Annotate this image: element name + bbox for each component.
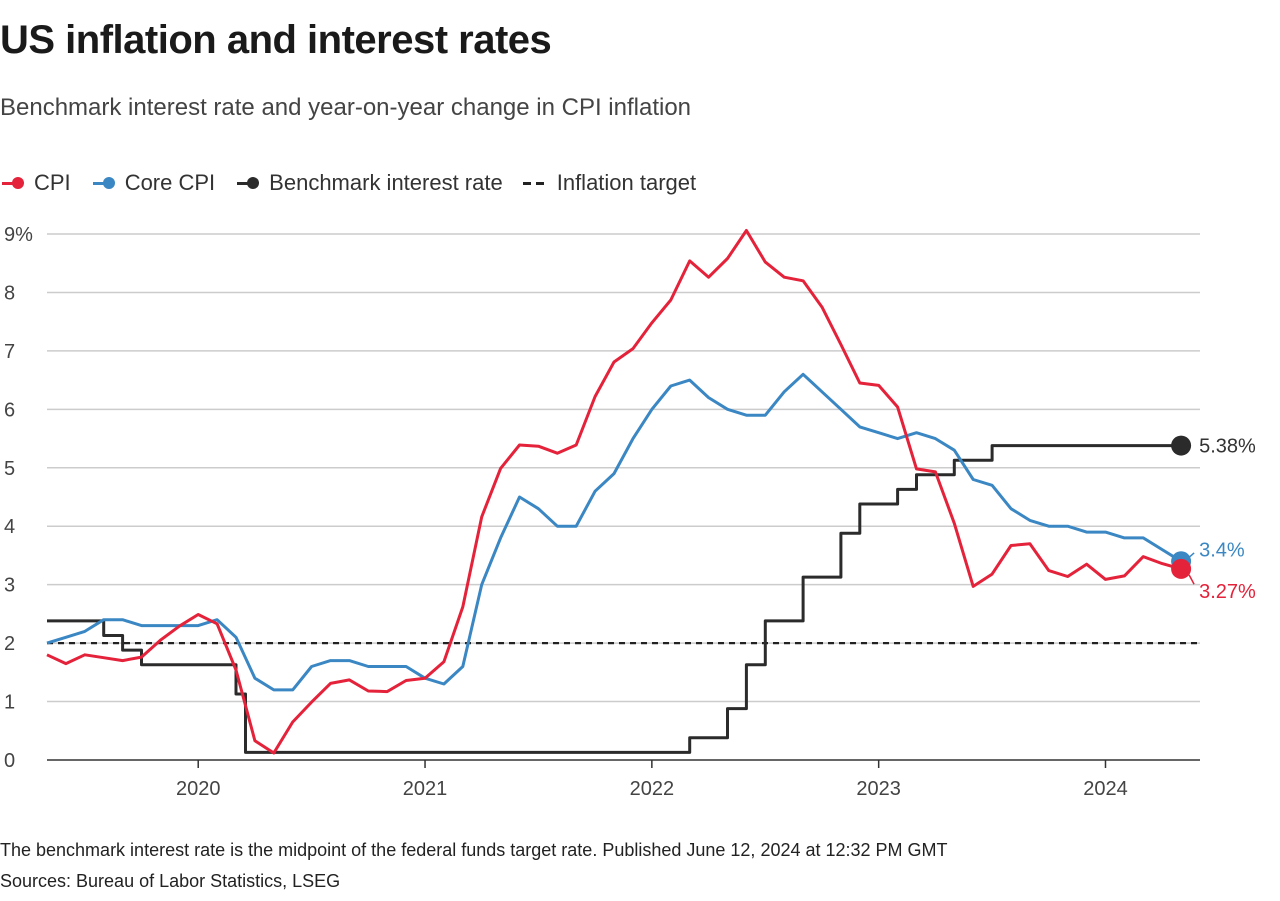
legend-swatch-core-cpi <box>91 176 119 190</box>
x-tick-label-2022: 2022 <box>630 778 675 800</box>
y-tick-label-3: 3 <box>4 575 15 597</box>
legend-swatch-interest-rate <box>235 176 263 190</box>
end-label-connector-cpi <box>1188 574 1195 585</box>
legend-swatch-core-cpi-line <box>92 182 107 185</box>
legend-item-core-cpi: Core CPI <box>91 170 215 196</box>
chart-subtitle: Benchmark interest rate and year-on-year… <box>0 94 692 121</box>
y-tick-label-6: 6 <box>4 399 15 421</box>
x-tick-label-2023: 2023 <box>856 778 901 800</box>
y-axis-labels: 0 1 2 3 4 5 6 7 8 9% <box>4 224 33 772</box>
y-tick-label-9: 9% <box>4 224 33 246</box>
y-tick-label-2: 2 <box>4 633 15 655</box>
line-chart: 0 1 2 3 4 5 6 7 8 9% 2020 2021 2022 2023 2024 5.38% 3.… <box>4 224 1256 800</box>
y-tick-label-5: 5 <box>4 458 15 480</box>
x-tick-label-2024: 2024 <box>1083 778 1128 800</box>
x-tick-label-2020: 2020 <box>176 778 221 800</box>
series-layer <box>46 229 1182 755</box>
legend: CPI Core CPI Benchmark interest rate Inf… <box>0 170 716 196</box>
series-endpoint-benchmark-interest-rate <box>1171 435 1192 456</box>
footnote: The benchmark interest rate is the midpo… <box>0 840 948 860</box>
source-note: Sources: Bureau of Labor Statistics, LSE… <box>0 871 341 891</box>
end-label-benchmark-interest-rate: 5.38% <box>1199 436 1256 458</box>
legend-swatch-cpi-dot <box>12 177 24 189</box>
legend-swatch-interest-rate-dot <box>247 177 260 189</box>
x-tick-label-2021: 2021 <box>403 778 448 800</box>
y-tick-label-4: 4 <box>4 516 15 538</box>
series-line-benchmark-interest-rate <box>47 444 1182 754</box>
legend-label-interest-rate: Benchmark interest rate <box>269 170 503 195</box>
series-endpoint-cpi <box>1171 558 1192 579</box>
legend-swatch-interest-rate-line <box>237 182 252 185</box>
end-label-core-cpi: 3.4% <box>1199 539 1245 561</box>
legend-item-cpi: CPI <box>0 170 71 196</box>
legend-swatch-core-cpi-dot <box>102 177 115 189</box>
x-axis: 2020 2021 2022 2023 2024 <box>47 759 1200 800</box>
y-tick-label-7: 7 <box>4 341 15 363</box>
end-label-cpi: 3.27% <box>1199 581 1256 603</box>
end-label-connector-core-cpi <box>1188 552 1195 558</box>
y-tick-label-0: 0 <box>4 750 15 772</box>
legend-item-inflation-target: Inflation target <box>522 170 697 196</box>
y-tick-label-1: 1 <box>4 692 15 714</box>
series-line-core-cpi <box>46 372 1182 692</box>
legend-label-cpi: CPI <box>34 170 71 195</box>
endpoint-layer: 5.38% 3.4% 3.27% <box>1171 435 1256 603</box>
chart-title: US inflation and interest rates <box>0 18 552 62</box>
y-tick-label-8: 8 <box>4 282 15 304</box>
legend-label-inflation-target: Inflation target <box>556 170 697 195</box>
legend-swatch-cpi <box>0 176 28 190</box>
legend-swatch-inflation-target <box>522 181 549 185</box>
legend-swatch-cpi-line <box>2 182 16 185</box>
series-line-cpi <box>46 229 1182 755</box>
legend-item-interest-rate: Benchmark interest rate <box>235 170 503 196</box>
legend-label-core-cpi: Core CPI <box>124 170 216 195</box>
